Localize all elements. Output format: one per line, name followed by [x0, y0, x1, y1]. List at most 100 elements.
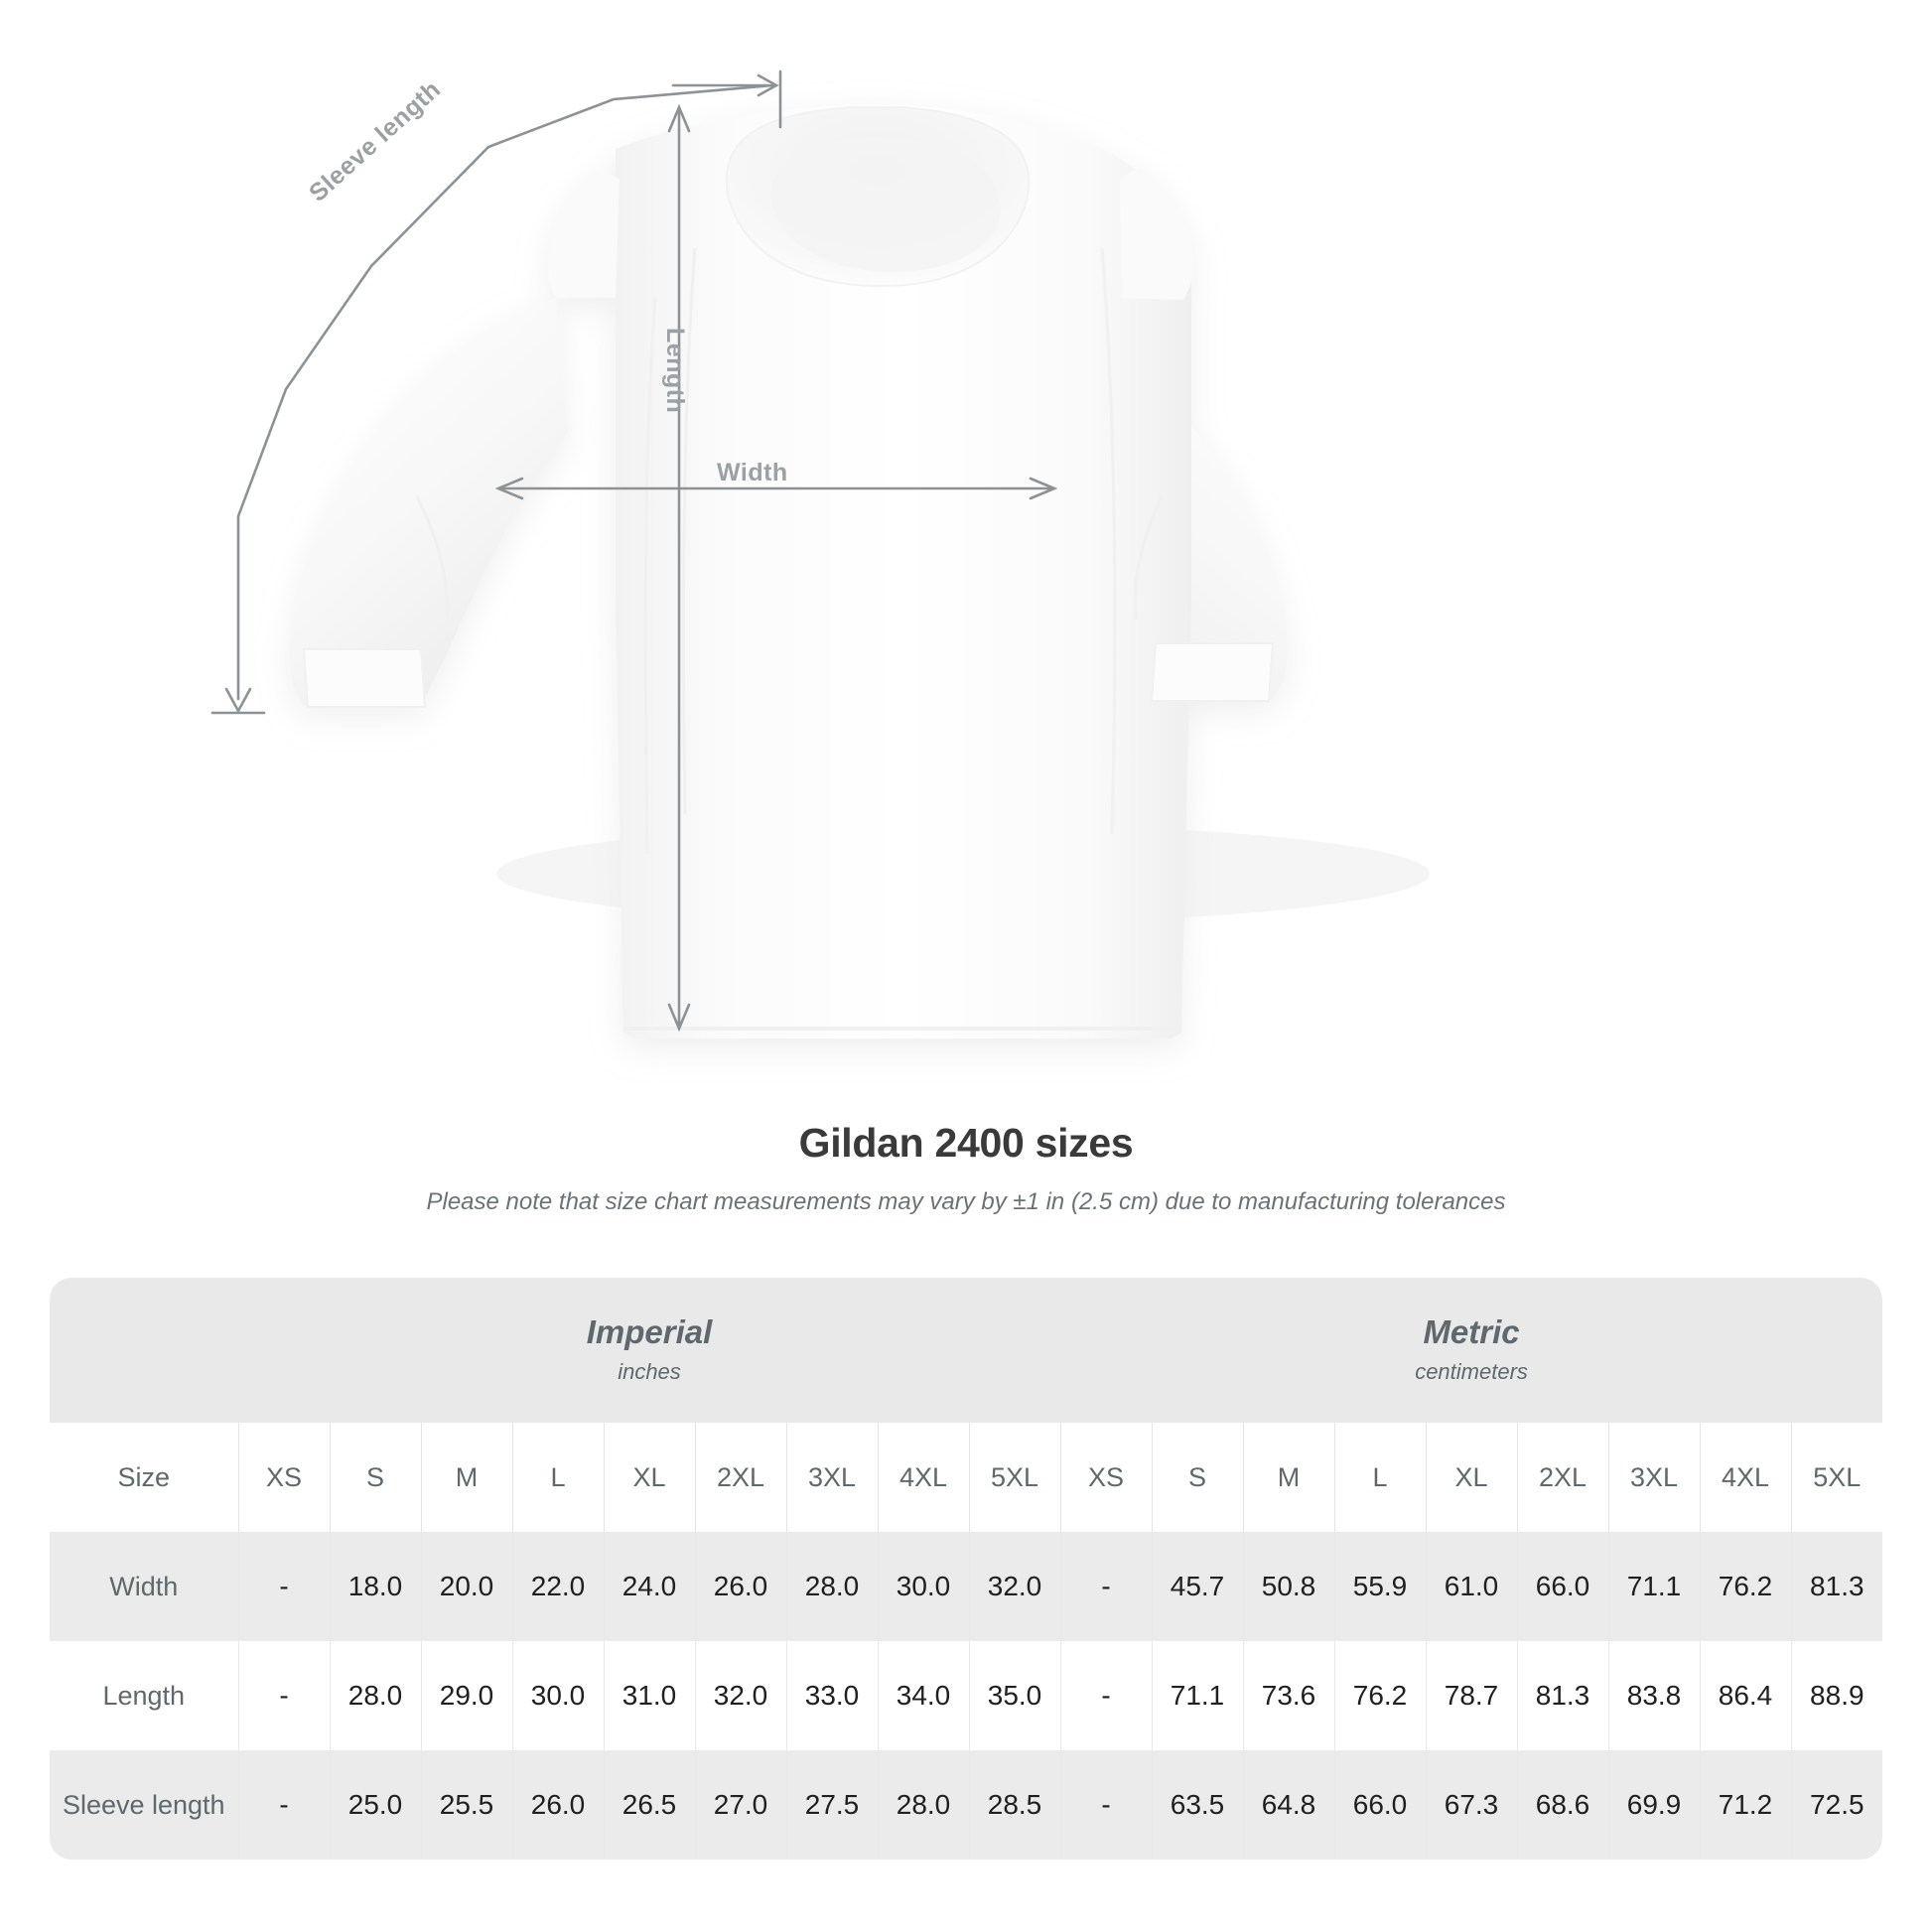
unit-header-imperial: Imperial inches: [238, 1278, 1060, 1423]
unit-sub: centimeters: [1415, 1358, 1528, 1384]
cell-length-imperial-5xl: 35.0: [968, 1641, 1060, 1750]
unit-name: Metric: [1423, 1313, 1520, 1351]
cell-width-imperial-xs: -: [237, 1532, 330, 1641]
fabric-folds: [415, 247, 1164, 855]
cell-width-metric-2xl: 66.0: [1516, 1532, 1608, 1641]
page-title: Gildan 2400 sizes: [798, 1120, 1134, 1166]
cell-width-imperial-l: 22.0: [511, 1532, 604, 1641]
cell-sleeve-length-metric-xs: -: [1059, 1750, 1152, 1860]
unit-header-metric: Metric centimeters: [1060, 1278, 1883, 1423]
cell-width-imperial-xl: 24.0: [603, 1532, 695, 1641]
cell-length-imperial-3xl: 33.0: [785, 1641, 878, 1750]
size-header-metric-l: L: [1333, 1423, 1426, 1532]
cell-width-metric-4xl: 76.2: [1699, 1532, 1791, 1641]
length-dimension-label: Length: [661, 328, 689, 414]
garment-shape: [289, 104, 1288, 1039]
size-chart-table: Imperial inches Metric centimeters Size XS S M L…: [50, 1278, 1883, 1860]
cell-length-metric-5xl: 88.9: [1790, 1641, 1883, 1750]
size-header-imperial-xs: XS: [237, 1423, 330, 1532]
cell-length-metric-xl: 78.7: [1425, 1641, 1517, 1750]
cell-length-metric-s: 71.1: [1151, 1641, 1243, 1750]
size-header-metric-3xl: 3XL: [1607, 1423, 1700, 1532]
cell-width-metric-m: 50.8: [1242, 1532, 1334, 1641]
size-header-label: Size: [50, 1423, 238, 1532]
size-header-metric-xs: XS: [1059, 1423, 1152, 1532]
cell-sleeve-length-imperial-2xl: 27.0: [694, 1750, 786, 1860]
cell-width-metric-s: 45.7: [1151, 1532, 1243, 1641]
unit-banner-spacer: [50, 1278, 238, 1423]
cell-sleeve-length-imperial-s: 25.0: [329, 1750, 421, 1860]
cell-sleeve-length-imperial-xl: 26.5: [603, 1750, 695, 1860]
collar: [725, 106, 1031, 288]
size-header-imperial-l: L: [511, 1423, 604, 1532]
cell-length-imperial-2xl: 32.0: [694, 1641, 786, 1750]
size-header-imperial-4xl: 4XL: [877, 1423, 969, 1532]
cell-sleeve-length-imperial-xs: -: [237, 1750, 330, 1860]
cell-length-imperial-m: 29.0: [420, 1641, 512, 1750]
tolerance-note: Please note that size chart measurements…: [426, 1188, 1506, 1215]
size-chart-table-container: Imperial inches Metric centimeters Size XS S M L…: [50, 1278, 1883, 1860]
size-header-imperial-5xl: 5XL: [968, 1423, 1060, 1532]
unit-banner-row: Imperial inches Metric centimeters: [50, 1278, 1883, 1423]
cell-sleeve-length-metric-3xl: 69.9: [1607, 1750, 1700, 1860]
width-dimension-label: Width: [717, 459, 788, 486]
cell-width-imperial-4xl: 30.0: [877, 1532, 969, 1641]
unit-sub: inches: [618, 1358, 681, 1384]
unit-name: Imperial: [586, 1313, 713, 1351]
row-label-length: Length: [50, 1641, 238, 1750]
cell-width-imperial-2xl: 26.0: [694, 1532, 786, 1641]
cell-width-imperial-3xl: 28.0: [785, 1532, 878, 1641]
size-header-imperial-m: M: [420, 1423, 512, 1532]
row-label-sleeve-length: Sleeve length: [50, 1750, 238, 1860]
cell-sleeve-length-imperial-3xl: 27.5: [785, 1750, 878, 1860]
cell-sleeve-length-imperial-4xl: 28.0: [877, 1750, 969, 1860]
cell-length-imperial-xs: -: [237, 1641, 330, 1750]
cell-sleeve-length-metric-5xl: 72.5: [1790, 1750, 1883, 1860]
cell-length-imperial-xl: 31.0: [603, 1641, 695, 1750]
size-header-metric-4xl: 4XL: [1699, 1423, 1791, 1532]
cell-length-metric-4xl: 86.4: [1699, 1641, 1791, 1750]
cell-length-metric-m: 73.6: [1242, 1641, 1334, 1750]
size-header-imperial-3xl: 3XL: [785, 1423, 878, 1532]
cell-width-metric-l: 55.9: [1333, 1532, 1426, 1641]
cell-width-metric-xl: 61.0: [1425, 1532, 1517, 1641]
cell-sleeve-length-metric-xl: 67.3: [1425, 1750, 1517, 1860]
cell-length-imperial-l: 30.0: [511, 1641, 604, 1750]
cell-width-imperial-m: 20.0: [420, 1532, 512, 1641]
size-header-metric-2xl: 2XL: [1516, 1423, 1608, 1532]
cell-sleeve-length-metric-m: 64.8: [1242, 1750, 1334, 1860]
cell-sleeve-length-imperial-5xl: 28.5: [968, 1750, 1060, 1860]
cell-sleeve-length-imperial-m: 25.5: [420, 1750, 512, 1860]
cell-sleeve-length-metric-2xl: 68.6: [1516, 1750, 1608, 1860]
cell-width-metric-3xl: 71.1: [1607, 1532, 1700, 1641]
cell-length-metric-l: 76.2: [1333, 1641, 1426, 1750]
cell-length-imperial-s: 28.0: [329, 1641, 421, 1750]
table-row: Width -18.0 20.0 22.0 24.0 26.0 28.0 30.0 32.0-4…: [50, 1532, 1883, 1641]
size-header-metric-s: S: [1151, 1423, 1243, 1532]
size-header-row: Size XS S M L XL 2XL 3XL 4XL 5XL XS S M L XL 2XL 3XL 4XL 5…: [50, 1423, 1883, 1532]
cell-length-metric-2xl: 81.3: [1516, 1641, 1608, 1750]
cell-sleeve-length-metric-4xl: 71.2: [1699, 1750, 1791, 1860]
garment-illustration: [210, 69, 1288, 1039]
cell-width-imperial-5xl: 32.0: [968, 1532, 1060, 1641]
cell-width-metric-5xl: 81.3: [1790, 1532, 1883, 1641]
cuffs: [302, 642, 1275, 708]
size-header-metric-5xl: 5XL: [1790, 1423, 1883, 1532]
cell-sleeve-length-metric-s: 63.5: [1151, 1750, 1243, 1860]
cell-length-imperial-4xl: 34.0: [877, 1641, 969, 1750]
chart-caption: Gildan 2400 sizes Please note that size …: [0, 1120, 1932, 1216]
measurement-lines: [210, 69, 1058, 1033]
cell-length-metric-xs: -: [1059, 1641, 1152, 1750]
row-label-width: Width: [50, 1532, 238, 1641]
size-header-metric-xl: XL: [1425, 1423, 1517, 1532]
cell-width-metric-xs: -: [1059, 1532, 1152, 1641]
size-header-imperial-2xl: 2XL: [694, 1423, 786, 1532]
size-header-metric-m: M: [1242, 1423, 1334, 1532]
size-header-imperial-s: S: [329, 1423, 421, 1532]
cell-length-metric-3xl: 83.8: [1607, 1641, 1700, 1750]
cell-sleeve-length-metric-l: 66.0: [1333, 1750, 1426, 1860]
table-row: Length -28.0 29.0 30.0 31.0 32.0 33.0 34.0 35.0-…: [50, 1641, 1883, 1750]
size-header-imperial-xl: XL: [603, 1423, 695, 1532]
cell-width-imperial-s: 18.0: [329, 1532, 421, 1641]
table-row: Sleeve length -25.0 25.5 26.0 26.5 27.0 27.5 28…: [50, 1750, 1883, 1860]
